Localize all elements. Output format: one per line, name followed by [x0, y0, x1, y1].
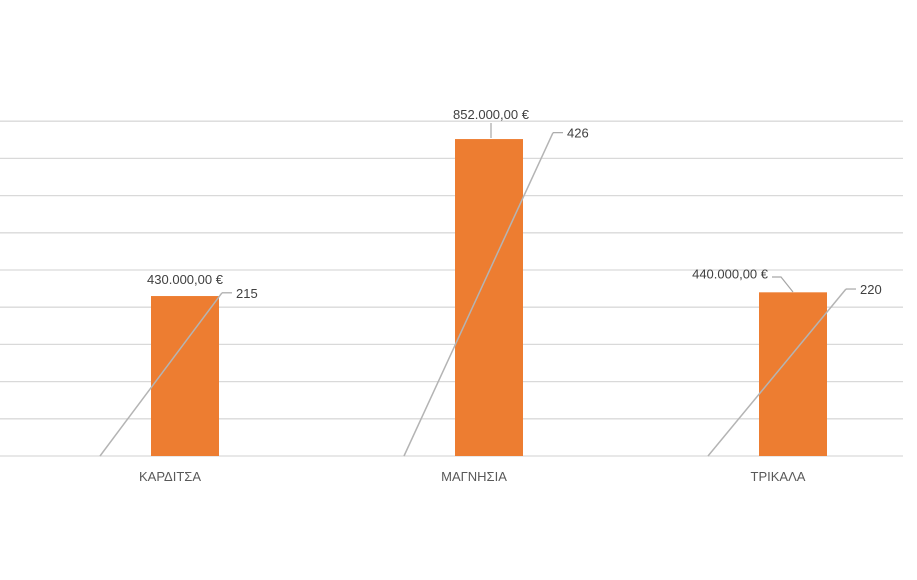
bar-data-label: 852.000,00 €: [453, 107, 530, 122]
line-series-segment: [403, 132, 554, 457]
bar-series: [151, 139, 827, 456]
category-tick-label: ΚΑΡΔΙΤΣΑ: [139, 469, 201, 484]
line-data-label: 220: [860, 282, 882, 297]
label-leader-line: [772, 276, 794, 293]
category-tick-label: ΤΡΙΚΑΛΑ: [751, 469, 806, 484]
gridlines: [0, 120, 903, 457]
bar[interactable]: [455, 139, 523, 456]
bar-data-label: 430.000,00 €: [147, 272, 224, 287]
category-axis: ΚΑΡΔΙΤΣΑ ΜΑΓΝΗΣΙΑ ΤΡΙΚΑΛΑ: [139, 469, 806, 484]
data-labels: 215 426 220 430.000,00 € 852.000,00 € 440.000…: [147, 107, 882, 301]
bar[interactable]: [759, 292, 827, 456]
bar[interactable]: [151, 296, 219, 456]
line-series: [99, 132, 856, 457]
line-data-label: 215: [236, 286, 258, 301]
bar-data-label: 440.000,00 €: [692, 266, 769, 281]
line-series-segment: [99, 292, 223, 457]
line-series-segment: [707, 288, 847, 457]
line-data-label: 426: [567, 126, 589, 141]
category-tick-label: ΜΑΓΝΗΣΙΑ: [441, 469, 507, 484]
